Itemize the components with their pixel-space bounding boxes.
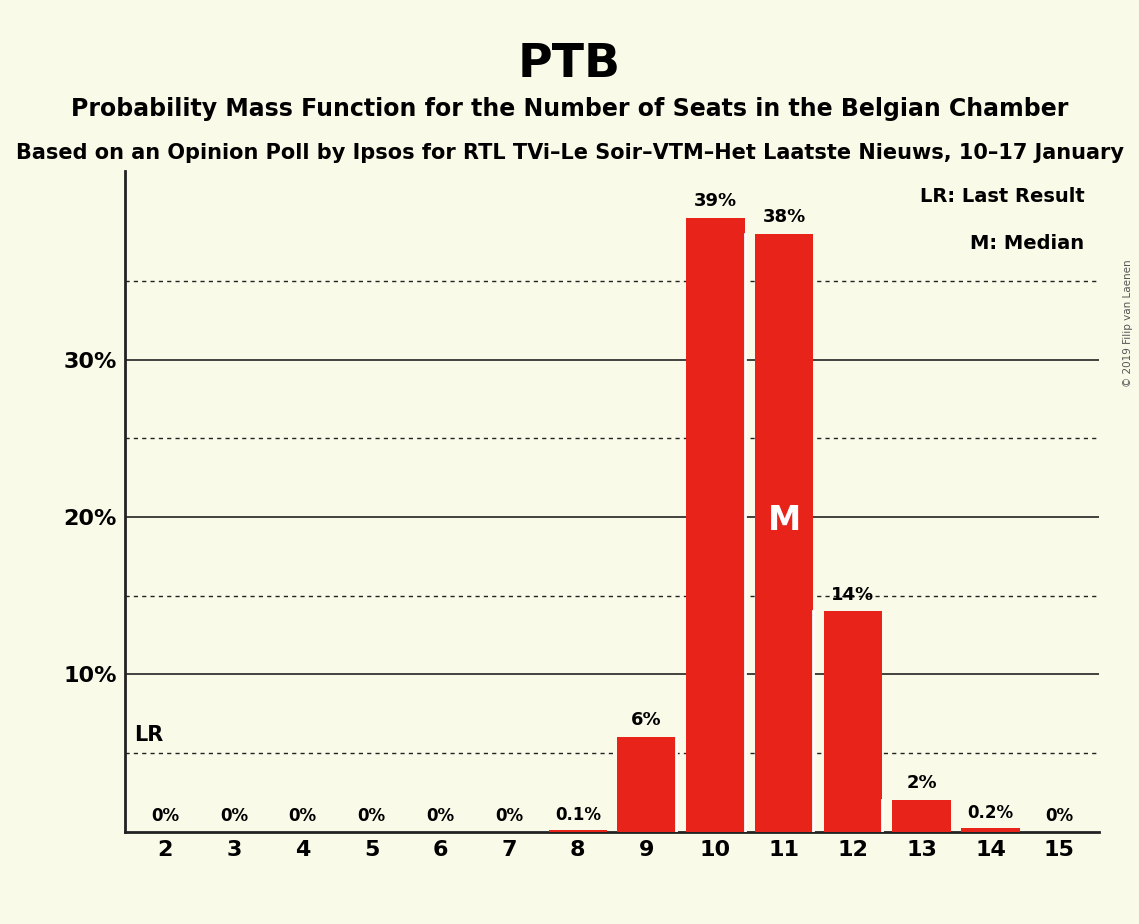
Bar (549, 830, 607, 832)
Text: Based on an Opinion Poll by Ipsos for RTL TVi–Le Soir–VTM–Het Laatste Nieuws, 10: Based on an Opinion Poll by Ipsos for RT… (16, 143, 1123, 164)
Text: Probability Mass Function for the Number of Seats in the Belgian Chamber: Probability Mass Function for the Number… (71, 97, 1068, 121)
Text: 0%: 0% (288, 808, 317, 825)
Bar (686, 218, 745, 832)
Text: 0.2%: 0.2% (967, 804, 1014, 822)
Text: 0%: 0% (495, 808, 523, 825)
Text: 0.1%: 0.1% (555, 806, 601, 823)
Text: 0%: 0% (426, 808, 454, 825)
Text: LR: LR (134, 725, 164, 745)
Text: LR: Last Result: LR: Last Result (920, 188, 1084, 206)
Bar (961, 829, 1019, 832)
Text: 0%: 0% (220, 808, 248, 825)
Text: M: Median: M: Median (970, 234, 1084, 252)
Text: PTB: PTB (518, 42, 621, 87)
Bar (755, 234, 813, 832)
Text: © 2019 Filip van Laenen: © 2019 Filip van Laenen (1123, 260, 1133, 387)
Bar (893, 800, 951, 832)
Text: 0%: 0% (1046, 808, 1073, 825)
Bar (823, 612, 882, 832)
Text: 39%: 39% (694, 192, 737, 211)
Text: 38%: 38% (762, 208, 805, 226)
Text: 0%: 0% (358, 808, 386, 825)
Text: 14%: 14% (831, 586, 875, 603)
Text: 6%: 6% (631, 711, 662, 729)
Text: M: M (768, 505, 801, 537)
Text: 2%: 2% (907, 774, 937, 792)
Text: 0%: 0% (151, 808, 179, 825)
Bar (617, 737, 675, 832)
